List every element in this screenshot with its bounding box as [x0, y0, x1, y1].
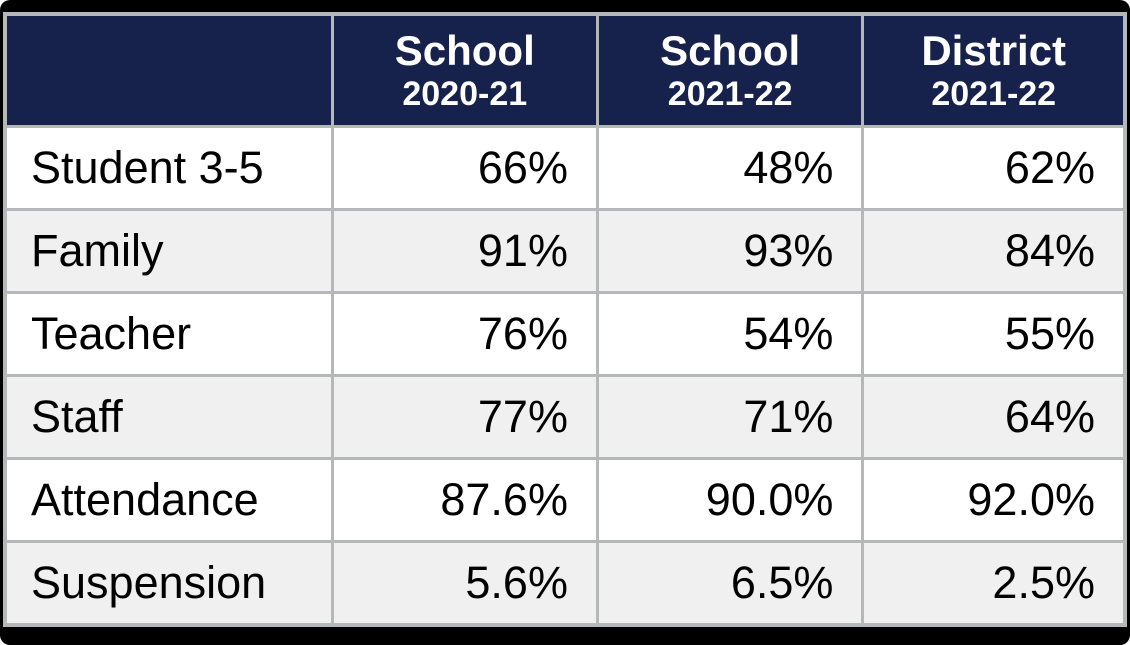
cell-value: 91%	[330, 207, 599, 294]
row-label: Family	[3, 207, 334, 294]
survey-results-table: School 2020-21 School 2021-22 District 2…	[3, 12, 1127, 627]
cell-value: 64%	[861, 373, 1127, 461]
table-row: Student 3-5 66% 48% 62%	[3, 124, 1127, 211]
header-row: School 2020-21 School 2021-22 District 2…	[3, 12, 1127, 128]
table-row: Teacher 76% 54% 55%	[3, 290, 1127, 377]
header-subtitle: 2020-21	[402, 74, 528, 113]
cell-value: 84%	[861, 207, 1127, 294]
table-header: School 2020-21 School 2021-22 District 2…	[3, 12, 1127, 128]
cell-value: 93%	[595, 207, 865, 294]
cell-value: 62%	[861, 124, 1127, 211]
table-row: Attendance 87.6% 90.0% 92.0%	[3, 457, 1127, 544]
header-cell-school-2020-21: School 2020-21	[330, 12, 599, 128]
header-title: School	[394, 26, 535, 74]
table-body: Student 3-5 66% 48% 62% Family 91% 93% 8…	[3, 124, 1127, 627]
table-row: Staff 77% 71% 64%	[3, 373, 1127, 461]
cell-value: 55%	[861, 290, 1127, 377]
header-cell-empty	[3, 12, 334, 128]
header-title: School	[660, 26, 801, 74]
row-label: Teacher	[3, 290, 334, 377]
cell-value: 2.5%	[861, 540, 1127, 627]
cell-value: 54%	[595, 290, 865, 377]
header-cell-district-2021-22: District 2021-22	[861, 12, 1127, 128]
header-subtitle: 2021-22	[667, 74, 793, 113]
cell-value: 48%	[595, 124, 865, 211]
cell-value: 76%	[330, 290, 599, 377]
row-label: Staff	[3, 373, 334, 461]
row-label: Suspension	[3, 540, 334, 627]
cell-value: 77%	[330, 373, 599, 461]
header-title: District	[921, 26, 1067, 74]
cell-value: 5.6%	[330, 540, 599, 627]
cell-value: 6.5%	[595, 540, 865, 627]
table-row: Suspension 5.6% 6.5% 2.5%	[3, 540, 1127, 627]
cell-value: 71%	[595, 373, 865, 461]
header-cell-school-2021-22: School 2021-22	[595, 12, 865, 128]
header-subtitle: 2021-22	[931, 74, 1057, 113]
table-row: Family 91% 93% 84%	[3, 207, 1127, 294]
row-label: Student 3-5	[3, 124, 334, 211]
cell-value: 90.0%	[595, 457, 865, 544]
row-label: Attendance	[3, 457, 334, 544]
cell-value: 92.0%	[861, 457, 1127, 544]
cell-value: 66%	[330, 124, 599, 211]
cell-value: 87.6%	[330, 457, 599, 544]
